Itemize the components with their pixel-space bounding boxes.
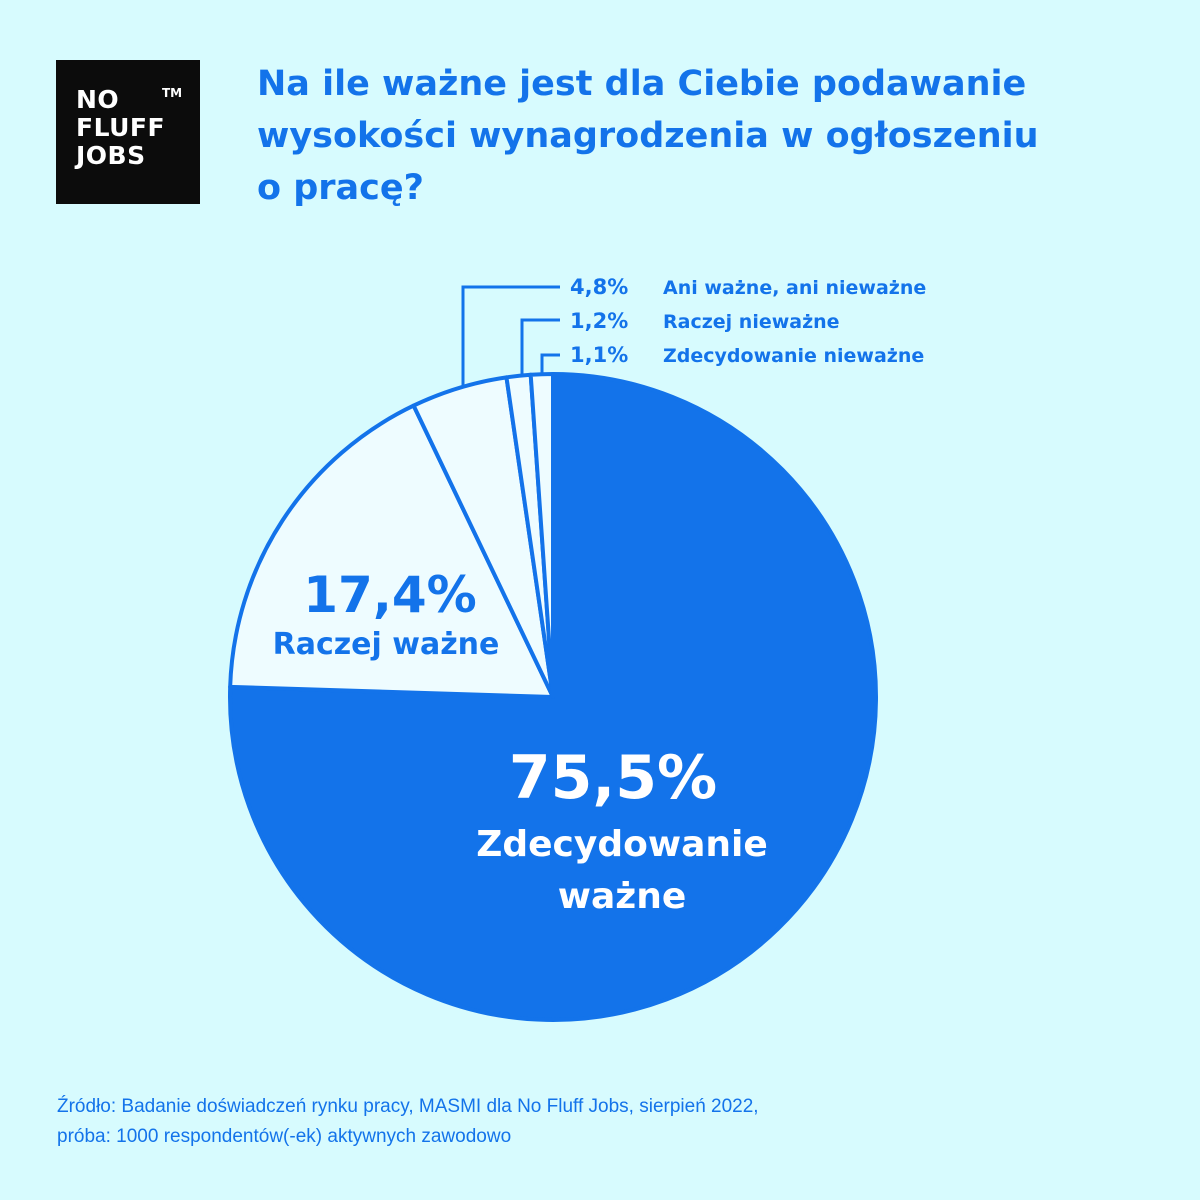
logo-trademark: TM xyxy=(162,86,183,100)
data-label-category-zdecydowanie-niewazne: Zdecydowanie nieważne xyxy=(663,345,924,367)
source-note: Źródło: Badanie doświadczeń rynku pracy,… xyxy=(57,1092,1157,1152)
pie-slice-raczej-wazne xyxy=(228,403,555,699)
logo-text-line-1: NO xyxy=(76,85,120,114)
logo-text-line-3: JOBS xyxy=(76,141,146,170)
chart-title-line-2: wysokości wynagrodzenia w ogłoszeniu xyxy=(257,116,1039,156)
leader-line-zdecydowanie-niewazne xyxy=(540,353,560,375)
data-label-category-zdecydowanie-wazne-line-2: ważne xyxy=(558,876,687,917)
chart-title-line-3: o pracę? xyxy=(257,168,424,208)
data-label-value-zdecydowanie-niewazne: 1,1% xyxy=(570,343,628,367)
leader-line-raczej-niewazne xyxy=(520,318,560,376)
data-label-category-ani-wazne-ani-niewazne: Ani ważne, ani nieważne xyxy=(663,277,926,299)
data-label-value-raczej-wazne: 17,4% xyxy=(303,566,476,624)
brand-logo: NO FLUFF JOBS TM xyxy=(56,60,200,204)
data-label-value-raczej-niewazne: 1,2% xyxy=(570,309,628,333)
chart-title-line-1: Na ile ważne jest dla Ciebie podawanie xyxy=(257,64,1027,104)
data-label-value-ani-wazne-ani-niewazne: 4,8% xyxy=(570,275,628,299)
data-label-category-raczej-niewazne: Raczej nieważne xyxy=(663,311,840,333)
chart-title: Na ile ważne jest dla Ciebie podawanie w… xyxy=(257,58,1157,214)
data-label-category-raczej-wazne-line-1: Raczej ważne xyxy=(273,627,500,662)
logo-text-line-2: FLUFF xyxy=(76,113,166,142)
source-note-line-1: Źródło: Badanie doświadczeń rynku pracy,… xyxy=(57,1096,759,1117)
data-label-category-zdecydowanie-wazne-line-1: Zdecydowanie xyxy=(476,824,768,865)
source-note-line-2: próba: 1000 respondentów(-ek) aktywnych … xyxy=(57,1126,512,1147)
data-label-value-zdecydowanie-wazne: 75,5% xyxy=(509,743,717,813)
leader-line-ani-wazne-ani-niewazne xyxy=(461,285,560,388)
